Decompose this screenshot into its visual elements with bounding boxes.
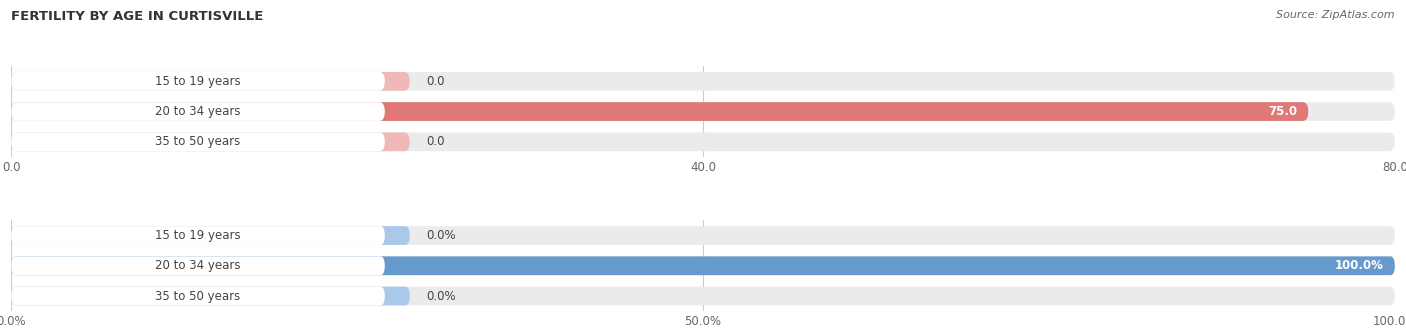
FancyBboxPatch shape — [11, 226, 409, 245]
Text: 0.0%: 0.0% — [426, 290, 456, 303]
Text: 20 to 34 years: 20 to 34 years — [155, 259, 240, 272]
FancyBboxPatch shape — [11, 132, 385, 151]
Text: 0.0: 0.0 — [426, 75, 444, 88]
FancyBboxPatch shape — [11, 132, 409, 151]
FancyBboxPatch shape — [11, 102, 1309, 121]
Text: 15 to 19 years: 15 to 19 years — [155, 75, 240, 88]
Text: 75.0: 75.0 — [1268, 105, 1298, 118]
FancyBboxPatch shape — [11, 72, 385, 91]
Text: 20 to 34 years: 20 to 34 years — [155, 105, 240, 118]
FancyBboxPatch shape — [11, 257, 1395, 275]
FancyBboxPatch shape — [11, 226, 385, 245]
FancyBboxPatch shape — [11, 102, 1395, 121]
Text: 0.0: 0.0 — [426, 135, 444, 148]
FancyBboxPatch shape — [11, 287, 409, 306]
FancyBboxPatch shape — [11, 102, 385, 121]
FancyBboxPatch shape — [11, 226, 1395, 245]
Text: Source: ZipAtlas.com: Source: ZipAtlas.com — [1277, 10, 1395, 20]
Text: 100.0%: 100.0% — [1334, 259, 1384, 272]
Text: 35 to 50 years: 35 to 50 years — [156, 135, 240, 148]
Text: FERTILITY BY AGE IN CURTISVILLE: FERTILITY BY AGE IN CURTISVILLE — [11, 10, 263, 23]
FancyBboxPatch shape — [11, 287, 385, 306]
FancyBboxPatch shape — [11, 257, 385, 275]
Text: 0.0%: 0.0% — [426, 229, 456, 242]
FancyBboxPatch shape — [11, 257, 1395, 275]
FancyBboxPatch shape — [11, 132, 1395, 151]
FancyBboxPatch shape — [11, 72, 409, 91]
Text: 15 to 19 years: 15 to 19 years — [155, 229, 240, 242]
Text: 35 to 50 years: 35 to 50 years — [156, 290, 240, 303]
FancyBboxPatch shape — [11, 287, 1395, 306]
FancyBboxPatch shape — [11, 72, 1395, 91]
